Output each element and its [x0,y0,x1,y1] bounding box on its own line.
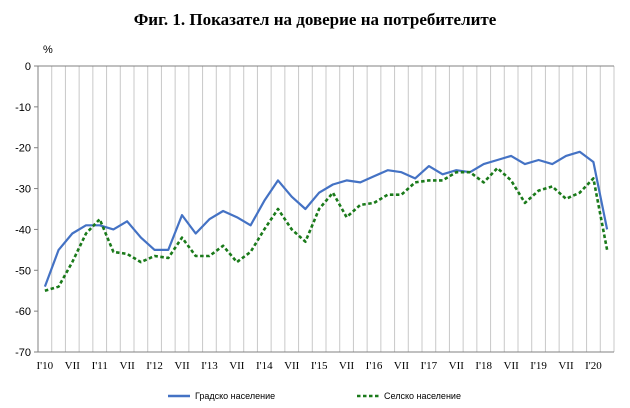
x-tick-label: VII [339,360,355,372]
x-tick-label: VII [558,360,574,372]
x-tick-label: I'20 [585,360,602,372]
x-tick-label: VII [120,360,136,372]
x-tick-label: VII [504,360,520,372]
y-unit-label: % [43,44,53,56]
y-tick-label: -70 [15,347,31,359]
x-tick-label: I'12 [146,360,163,372]
y-tick-label: -60 [15,306,31,318]
y-tick-label: -20 [15,143,31,155]
x-tick-label: VII [65,360,81,372]
legend-label-1: Градско население [195,391,275,401]
x-tick-label: VII [174,360,190,372]
x-tick-label: I'13 [201,360,218,372]
legend-label-2: Селско население [384,391,461,401]
x-tick-label: I'14 [256,360,273,372]
y-tick-label: -40 [15,224,31,236]
x-tick-label: I'11 [92,360,108,372]
y-tick-label: 0 [25,61,31,73]
y-tick-label: -50 [15,265,31,277]
chart-title: Фиг. 1. Показател на доверие на потребит… [133,10,497,29]
x-tick-label: I'18 [475,360,492,372]
x-tick-label: I'10 [37,360,54,372]
x-tick-label: VII [229,360,245,372]
x-tick-label: I'19 [530,360,547,372]
x-tick-label: I'17 [421,360,438,372]
series-line-1 [43,150,609,287]
x-tick-label: VII [394,360,410,372]
x-tick-label: I'15 [311,360,328,372]
y-tick-label: -30 [15,184,31,196]
x-tick-label: VII [449,360,465,372]
series-line-2 [44,166,609,292]
x-tick-label: VII [284,360,300,372]
y-tick-label: -10 [15,102,31,114]
x-tick-label: I'16 [366,360,383,372]
